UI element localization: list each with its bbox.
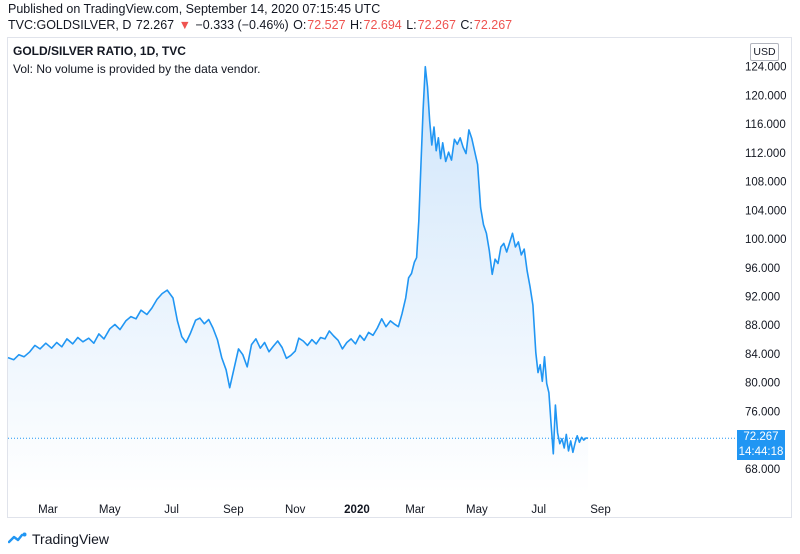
x-tick-label: May — [99, 504, 121, 516]
y-tick-label: 96.000 — [745, 263, 780, 275]
low-value: 72.267 — [417, 18, 456, 32]
x-tick-label: Mar — [38, 504, 58, 516]
y-tick-label: 92.000 — [745, 292, 780, 304]
y-tick-label: 108.000 — [745, 177, 787, 189]
y-tick-label: 88.000 — [745, 320, 780, 332]
high-label: H: — [350, 18, 363, 32]
last-price: 72.267 — [135, 18, 175, 32]
x-tick-label: Sep — [223, 504, 243, 516]
series-line[interactable] — [7, 65, 589, 455]
symbol-label: TVC:GOLDSILVER, D — [8, 18, 132, 32]
series-area-fill — [8, 66, 589, 494]
x-tick-label: Sep — [590, 504, 610, 516]
currency-button[interactable]: USD — [750, 43, 779, 61]
y-tick-label: 84.000 — [745, 349, 780, 361]
price-change: −0.333 (−0.46%) — [195, 18, 289, 32]
low-label: L: — [406, 18, 417, 32]
x-tick-label: Mar — [405, 504, 425, 516]
y-tick-label: 120.000 — [745, 90, 787, 102]
y-tick-label: 116.000 — [745, 119, 786, 131]
y-tick-label: 124.000 — [745, 62, 787, 74]
x-tick-label: Jul — [164, 504, 179, 516]
y-tick-label: 80.000 — [745, 378, 780, 390]
y-tick-label: 76.000 — [745, 406, 780, 418]
last-price-tag: 72.267 — [737, 430, 785, 446]
footer-brand[interactable]: TradingView — [8, 528, 109, 550]
y-tick-label: 68.000 — [745, 464, 780, 476]
open-label: O: — [293, 18, 307, 32]
published-note: Published on TradingView.com, September … — [8, 2, 381, 16]
high-value: 72.694 — [363, 18, 402, 32]
close-label: C: — [460, 18, 473, 32]
x-tick-label: May — [466, 504, 488, 516]
down-arrow-icon: ▼ — [178, 18, 191, 32]
bar-countdown-tag: 14:44:18 — [737, 445, 785, 461]
volume-note: Vol: No volume is provided by the data v… — [13, 62, 261, 76]
x-tick-label: Jul — [531, 504, 546, 516]
close-value: 72.267 — [473, 18, 513, 32]
chart-title[interactable]: GOLD/SILVER RATIO, 1D, TVC — [13, 44, 186, 58]
quote-row: TVC:GOLDSILVER, D 72.267 ▼ −0.333 (−0.46… — [8, 18, 513, 32]
y-tick-label: 104.000 — [745, 205, 787, 217]
chart-frame — [7, 37, 792, 518]
y-tick-label: 112.000 — [745, 148, 786, 160]
y-tick-label: 100.000 — [745, 234, 787, 246]
open-value: 72.527 — [307, 18, 346, 32]
x-tick-label: Nov — [285, 504, 306, 516]
x-tick-label: 2020 — [344, 504, 370, 516]
brand-name: TradingView — [32, 531, 110, 547]
tradingview-logo-icon — [8, 532, 27, 544]
